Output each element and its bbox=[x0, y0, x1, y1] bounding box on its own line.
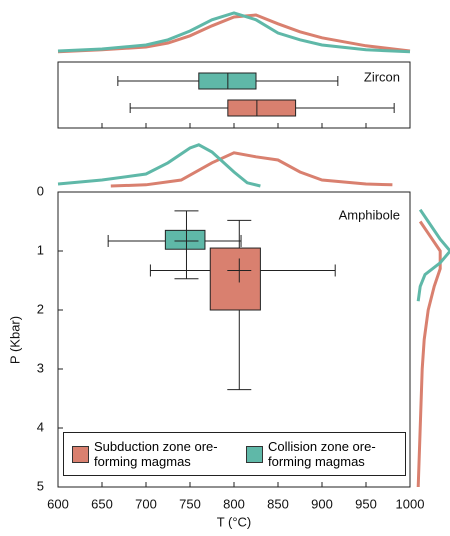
box bbox=[164, 229, 206, 250]
x-tick-label: 750 bbox=[179, 496, 201, 511]
legend-swatch bbox=[72, 445, 89, 463]
x-tick-label: 900 bbox=[311, 496, 333, 511]
x-tick-label: 1000 bbox=[396, 496, 425, 511]
density-curve bbox=[110, 151, 393, 188]
legend-swatch bbox=[246, 445, 263, 463]
density-curve bbox=[57, 143, 261, 188]
density-curve bbox=[416, 208, 450, 302]
x-tick-label: 650 bbox=[91, 496, 113, 511]
y-tick-label: 2 bbox=[37, 301, 44, 316]
legend-item: Subduction zone ore-forming magmas bbox=[72, 439, 234, 469]
legend-label: Subduction zone ore-forming magmas bbox=[94, 439, 218, 469]
legend: Subduction zone ore-forming magmas Collis… bbox=[63, 432, 406, 476]
density-curve bbox=[416, 220, 442, 488]
box bbox=[209, 247, 261, 311]
panel-title: Zircon bbox=[364, 69, 400, 84]
x-tick-label: 800 bbox=[223, 496, 245, 511]
legend-label: Collision zone ore-forming magmas bbox=[268, 439, 376, 469]
panel-frame bbox=[57, 61, 411, 129]
y-tick-label: 5 bbox=[37, 478, 44, 493]
x-tick-label: 600 bbox=[47, 496, 69, 511]
y-tick-label: 0 bbox=[37, 183, 44, 198]
x-tick-label: 950 bbox=[355, 496, 377, 511]
y-tick-label: 4 bbox=[37, 419, 44, 434]
y-axis-label: P (Kbar) bbox=[7, 316, 22, 364]
x-tick-label: 850 bbox=[267, 496, 289, 511]
x-axis-label: T (°C) bbox=[217, 514, 252, 529]
panel-title: Amphibole bbox=[339, 207, 400, 222]
density-curve bbox=[57, 11, 411, 54]
y-tick-label: 1 bbox=[37, 242, 44, 257]
x-tick-label: 700 bbox=[135, 496, 157, 511]
box bbox=[227, 99, 297, 117]
density-curve bbox=[57, 13, 411, 54]
legend-item: Collision zone ore-forming magmas bbox=[246, 439, 408, 469]
y-tick-label: 3 bbox=[37, 360, 44, 375]
